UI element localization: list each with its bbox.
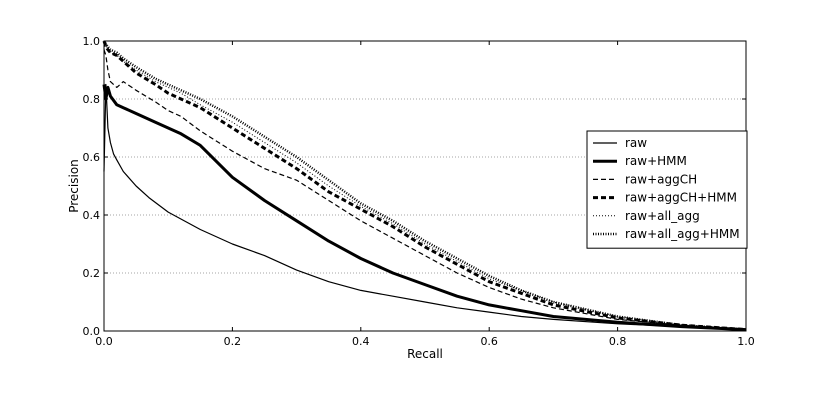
x-tick-label-4: 0.8 [609, 335, 627, 348]
series-line-raw-aggch [103, 49, 747, 331]
y-tick-label-4: 0.8 [83, 93, 101, 106]
y-tick-label-5: 1.0 [83, 35, 101, 48]
legend-label-0: raw [625, 136, 647, 150]
series-line-raw-all-agg-hmm [102, 40, 747, 331]
series-line-raw [103, 83, 747, 331]
y-tick-label-2: 0.4 [83, 209, 101, 222]
series-lines [102, 40, 747, 332]
legend-label-4: raw+all_agg [625, 209, 700, 223]
x-tick-label-1: 0.2 [224, 335, 242, 348]
axis-ticks: 0.0 0.2 0.4 0.6 0.8 1.0 0.0 0.2 0.4 0.6 0.8 1.0 [83, 35, 755, 348]
x-tick-label-0: 0.0 [95, 335, 113, 348]
legend-label-5: raw+all_agg+HMM [625, 227, 740, 241]
legend-label-1: raw+HMM [625, 154, 687, 168]
y-tick-label-1: 0.2 [83, 267, 101, 280]
x-tick-label-2: 0.4 [352, 335, 370, 348]
y-tick-label-0: 0.0 [83, 325, 101, 338]
legend-label-3: raw+aggCH+HMM [625, 191, 737, 205]
y-tick-label-3: 0.6 [83, 151, 101, 164]
series-line-raw-hmm [102, 84, 747, 332]
legend-box [586, 130, 748, 249]
x-axis-label: Recall [407, 347, 443, 361]
legend: raw raw+HMM raw+aggCH raw+aggCH+HMM raw+all_… [586, 130, 748, 249]
y-axis-label: Precision [67, 159, 81, 213]
x-tick-label-3: 0.6 [480, 335, 498, 348]
legend-label-2: raw+aggCH [625, 172, 697, 186]
gridlines [104, 98, 746, 274]
series-line-raw-aggch-hmm [102, 40, 747, 332]
x-tick-label-5: 1.0 [737, 335, 755, 348]
